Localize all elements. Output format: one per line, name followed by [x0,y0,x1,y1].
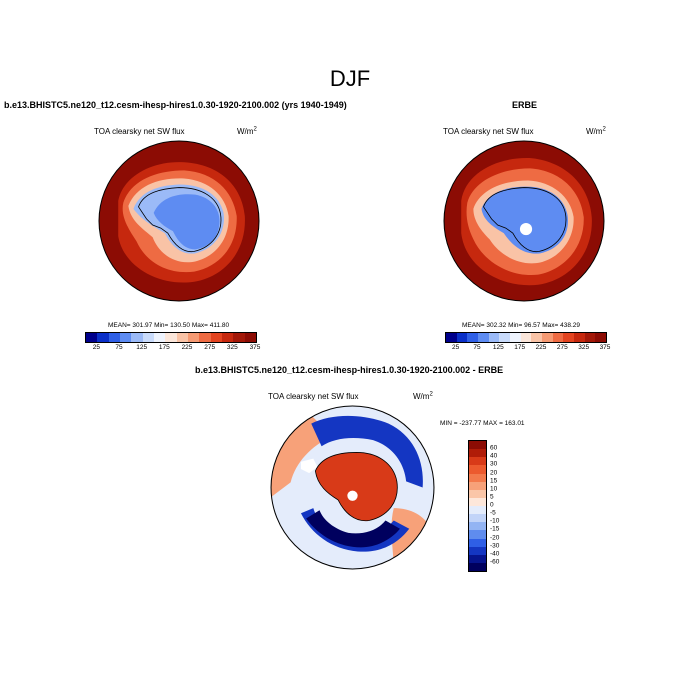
panel3-polar-map [270,405,435,570]
colorbar-tick-label: 20 [490,469,498,476]
colorbar-tick-label: 325 [578,344,590,351]
colorbar-swatch [210,333,222,342]
colorbar-swatch [469,506,486,515]
panel2-stats: MEAN= 302.32 Min= 96.57 Max= 438.29 [462,322,580,329]
colorbar-swatch [469,473,486,482]
colorbar-tick-label: 225 [181,344,193,351]
colorbar-tick-label: 25 [452,344,460,351]
colorbar-swatch [499,333,511,342]
colorbar-tick-label: 125 [492,344,504,351]
colorbar-swatch [244,333,256,342]
colorbar-swatch [469,530,486,539]
colorbar-tick-label: 10 [490,485,498,493]
panel3-colorbar [468,440,487,572]
panel1-stats: MEAN= 301.97 Min= 130.50 Max= 411.80 [108,322,230,329]
colorbar-swatch [469,522,486,531]
colorbar-tick-label: 175 [158,344,170,351]
colorbar-tick-label: 275 [204,344,216,351]
colorbar-swatch [469,457,486,466]
panel3-variable-label: TOA clearsky net SW flux [268,392,359,401]
colorbar-swatch [584,333,596,342]
panel2-title: ERBE [512,100,538,110]
colorbar-tick-label: -30 [490,542,500,550]
colorbar-swatch [165,333,177,342]
colorbar-tick-label: -10 [490,517,500,525]
colorbar-tick-label: -60 [490,558,500,566]
colorbar-tick-label: 325 [226,344,238,351]
colorbar-swatch [176,333,188,342]
colorbar-tick-label: 5 [490,493,494,501]
colorbar-tick-label: -40 [490,550,500,558]
colorbar-tick-label: 0 [490,501,494,509]
panel2-polar-map [443,140,605,302]
panel3-units: W/m2 [413,391,433,401]
colorbar-swatch [552,333,564,342]
colorbar-swatch [469,481,486,490]
colorbar-swatch [467,333,479,342]
colorbar-tick-label: 375 [599,344,611,351]
panel3-stats: MIN = -237.77 MAX = 163.01 [440,420,525,427]
colorbar-tick-label: 25 [92,344,100,351]
colorbar-tick-label: -20 [490,534,500,541]
panel1-units: W/m2 [237,126,257,136]
panel2-colorbar [445,332,607,343]
colorbar-swatch [446,333,457,342]
colorbar-swatch [469,441,486,450]
colorbar-swatch [488,333,500,342]
colorbar-swatch [469,449,486,458]
colorbar-swatch [542,333,553,342]
panel3-colorbar-labels: 60 40 30 20 15 10 5 0 -5 -10 -15 -20 -30 -40 -60 [490,440,510,570]
colorbar-swatch [456,333,468,342]
main-title: DJF [329,66,371,91]
panel3-title: b.e13.BHISTC5.ne120_t12.cesm-ihesp-hires… [195,365,504,375]
colorbar-swatch [199,333,211,342]
panel2-colorbar-labels: 25 75 125 175 225 275 325 375 [445,344,610,354]
panel1-variable-label: TOA clearsky net SW flux [94,127,185,136]
colorbar-swatch [108,333,120,342]
panel2-units: W/m2 [586,126,606,136]
colorbar-swatch [520,333,532,342]
colorbar-swatch [469,562,486,571]
colorbar-swatch [469,554,486,563]
colorbar-swatch [563,333,575,342]
colorbar-swatch [478,333,489,342]
colorbar-swatch [469,546,486,555]
colorbar-swatch [187,333,200,342]
colorbar-swatch [574,333,585,342]
panel1-colorbar-labels: 25 75 125 175 225 275 325 375 [85,344,261,354]
panel1-polar-map [98,140,260,302]
colorbar-swatch [469,514,486,523]
colorbar-swatch [119,333,132,342]
panel1-colorbar [85,332,257,343]
colorbar-tick-label: 40 [490,452,498,460]
panel2-variable-label: TOA clearsky net SW flux [443,127,534,136]
colorbar-swatch [97,333,109,342]
colorbar-tick-label: 125 [136,344,148,351]
colorbar-tick-label: 75 [115,344,123,351]
colorbar-tick-label: 15 [490,477,498,485]
colorbar-tick-label: 75 [473,344,481,351]
colorbar-tick-label: 275 [556,344,568,351]
colorbar-swatch [469,538,486,547]
colorbar-swatch [86,333,98,342]
colorbar-swatch [142,333,154,342]
colorbar-swatch [233,333,245,342]
colorbar-swatch [131,333,143,342]
colorbar-swatch [531,333,543,342]
panel1-title: b.e13.BHISTC5.ne120_t12.cesm-ihesp-hires… [4,100,347,110]
colorbar-tick-label: -5 [490,509,496,517]
colorbar-swatch [469,489,486,498]
colorbar-swatch [595,333,607,342]
colorbar-tick-label: 375 [249,344,261,351]
colorbar-swatch [469,497,486,506]
colorbar-tick-label: 175 [514,344,526,351]
colorbar-tick-label: 30 [490,460,498,468]
colorbar-swatch [469,465,486,474]
colorbar-tick-label: 225 [535,344,547,351]
colorbar-swatch [221,333,234,342]
colorbar-swatch [510,333,521,342]
colorbar-swatch [153,333,166,342]
colorbar-tick-label: 60 [490,444,498,452]
colorbar-tick-label: -15 [490,525,500,533]
